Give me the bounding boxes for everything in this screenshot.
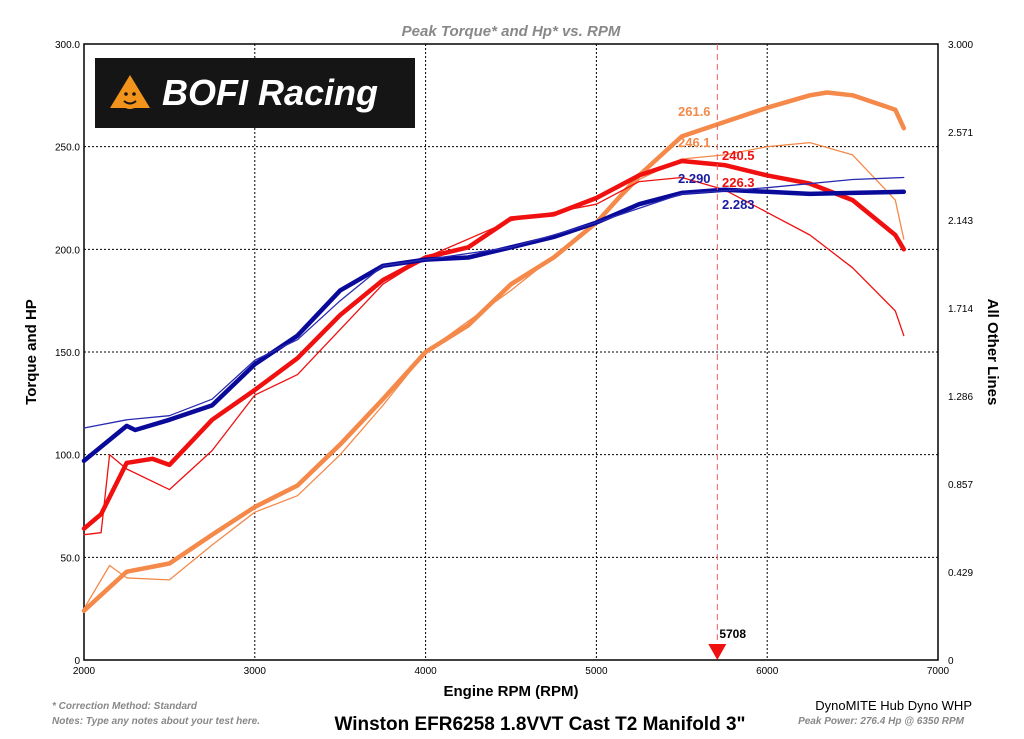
x-tick-label: 6000	[756, 666, 779, 677]
cursor-marker	[708, 644, 727, 660]
value-label: 2.283	[722, 197, 755, 212]
dyno-name: DynoMITE Hub Dyno WHP	[815, 698, 972, 713]
logo-text: BOFI Racing	[162, 72, 378, 113]
run-title: Winston EFR6258 1.8VVT Cast T2 Manifold …	[334, 714, 745, 735]
x-tick-label: 2000	[73, 666, 96, 677]
y2-tick-label: 3.000	[948, 40, 973, 51]
x-tick-label: 5000	[585, 666, 608, 677]
peak-power: Peak Power: 276.4 Hp @ 6350 RPM	[798, 716, 965, 727]
y-tick-label: 300.0	[55, 40, 80, 51]
y-tick-label: 150.0	[55, 348, 80, 359]
y2-tick-label: 0.857	[948, 480, 973, 491]
value-label: 261.6	[678, 104, 711, 119]
series-line-2	[81, 158, 907, 531]
value-label: 2.290	[678, 171, 711, 186]
series-line-5	[83, 176, 905, 429]
x-tick-label: 3000	[244, 666, 267, 677]
x-axis-label: Engine RPM (RPM)	[444, 683, 579, 700]
y2-tick-label: 0	[948, 656, 954, 667]
x-tick-label: 4000	[414, 666, 437, 677]
notes: Notes: Type any notes about your test he…	[52, 716, 260, 727]
cursor-label: 5708	[719, 627, 746, 641]
series-line-1	[83, 141, 905, 610]
y-axis-label: Torque and HP	[23, 299, 40, 405]
y-tick-label: 0	[74, 656, 80, 667]
y-tick-label: 200.0	[55, 245, 80, 256]
y2-tick-label: 2.143	[948, 216, 973, 227]
correction-note: * Correction Method: Standard	[52, 701, 198, 712]
y-tick-label: 250.0	[55, 143, 80, 154]
chart-title: Peak Torque* and Hp* vs. RPM	[402, 23, 621, 40]
y2-tick-label: 2.571	[948, 128, 973, 139]
y2-tick-label: 1.714	[948, 304, 973, 315]
y2-axis-label: All Other Lines	[984, 299, 1001, 406]
series-line-4	[81, 187, 907, 464]
y-tick-label: 50.0	[61, 553, 81, 564]
plot-frame	[83, 43, 939, 661]
y2-tick-label: 0.429	[948, 568, 973, 579]
series-line-0	[81, 90, 907, 613]
value-label: 246.1	[678, 135, 711, 150]
y-tick-label: 100.0	[55, 451, 80, 462]
y2-tick-label: 1.286	[948, 392, 973, 403]
value-label: 240.5	[722, 148, 755, 163]
logo: BOFI Racing	[95, 58, 415, 128]
value-label: 226.3	[722, 175, 755, 190]
x-tick-label: 7000	[927, 666, 950, 677]
